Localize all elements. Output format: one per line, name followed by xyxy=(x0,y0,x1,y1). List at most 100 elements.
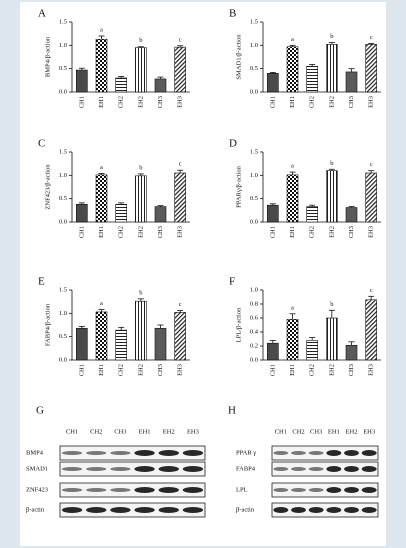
y-tick-label: 1.5 xyxy=(250,18,258,25)
y-tick-label: 1.5 xyxy=(59,148,67,155)
x-tick-label: EH2 xyxy=(328,226,335,238)
y-axis-label: LPL/β-action xyxy=(235,307,242,342)
blot-band xyxy=(86,467,107,471)
blot-band xyxy=(291,467,306,471)
blot-band xyxy=(361,450,377,456)
blot-band xyxy=(361,487,377,493)
blot-band xyxy=(134,487,155,493)
bar xyxy=(345,71,358,93)
y-tick-label: 1.0 xyxy=(250,172,258,179)
blot-strip xyxy=(271,461,379,477)
blot-strip xyxy=(271,445,379,461)
x-tick-label: CH1 xyxy=(78,96,85,108)
blot-band xyxy=(326,466,342,472)
x-tick-label: EH3 xyxy=(368,226,375,238)
blot-band xyxy=(308,507,324,513)
bar xyxy=(267,73,279,93)
y-tick-label: 0.4 xyxy=(250,328,259,335)
bar xyxy=(154,78,167,93)
y-tick-label: 0.0 xyxy=(59,218,67,225)
blot-band xyxy=(344,487,359,493)
y-tick-label: 0.5 xyxy=(59,65,67,72)
blot-band xyxy=(344,450,359,456)
blot-band xyxy=(291,507,306,513)
blot-band xyxy=(61,488,83,492)
bar xyxy=(95,174,108,223)
x-tick-label: EH3 xyxy=(368,96,375,108)
blot-band xyxy=(273,467,289,471)
protein-label: β-actin xyxy=(26,506,45,513)
blot-band xyxy=(326,487,342,493)
blot-band xyxy=(344,507,359,513)
blot-band xyxy=(326,507,342,513)
lane-label: CH1 xyxy=(275,428,287,435)
bar xyxy=(174,312,186,361)
blot-band xyxy=(110,488,131,492)
y-tick-label: 0.0 xyxy=(250,88,258,95)
blot-band xyxy=(61,451,83,455)
bar xyxy=(306,340,318,361)
bar xyxy=(326,44,338,93)
x-tick-label: CH1 xyxy=(78,364,85,376)
x-tick-label: CH3 xyxy=(157,226,164,238)
significance-letter: b xyxy=(330,160,333,167)
significance-letter: a xyxy=(100,300,103,307)
x-tick-label: EH3 xyxy=(177,364,184,376)
blot-band xyxy=(182,466,204,472)
panel-letter: C xyxy=(38,138,45,150)
blot-band xyxy=(158,450,179,456)
significance-letter: a xyxy=(100,164,103,171)
blot-band xyxy=(308,451,324,455)
significance-letter: b xyxy=(330,33,333,40)
significance-letter: a xyxy=(291,163,294,170)
bar xyxy=(76,327,88,361)
bar xyxy=(286,46,299,93)
bar xyxy=(115,203,127,223)
significance-letter: b xyxy=(139,289,142,296)
lane-label: CH3 xyxy=(114,428,126,435)
significance-letter: c xyxy=(370,287,373,294)
significance-letter: b xyxy=(139,37,142,44)
x-tick-label: EH2 xyxy=(137,364,144,376)
significance-letter: c xyxy=(370,161,373,168)
lane-label: EH1 xyxy=(139,428,151,435)
bar xyxy=(174,172,186,223)
lane-label: CH1 xyxy=(66,428,78,435)
y-tick-label: 0.0 xyxy=(59,356,67,363)
bar xyxy=(365,299,377,361)
blot-band xyxy=(134,450,155,456)
blot-band xyxy=(308,467,324,471)
blot-band xyxy=(61,507,83,513)
significance-letter: c xyxy=(179,301,182,308)
lane-label: EH2 xyxy=(346,428,358,435)
panel-letter: F xyxy=(229,276,235,288)
x-tick-label: EH3 xyxy=(368,364,375,376)
blot-strip xyxy=(271,502,379,518)
x-tick-label: CH2 xyxy=(118,226,125,238)
bar xyxy=(345,207,358,223)
blot-band xyxy=(158,466,179,472)
y-tick-label: 0.0 xyxy=(250,218,258,225)
bar xyxy=(286,319,299,361)
significance-letter: b xyxy=(330,301,333,308)
x-tick-label: CH2 xyxy=(118,96,125,108)
protein-label: SMAD1 xyxy=(26,465,48,472)
x-tick-label: CH3 xyxy=(157,96,164,108)
x-tick-label: EH2 xyxy=(137,96,144,108)
y-tick-label: 1.5 xyxy=(250,148,258,155)
bar xyxy=(95,311,108,361)
significance-letter: a xyxy=(291,36,294,43)
y-tick-label: 1.5 xyxy=(59,286,67,293)
blot-band xyxy=(361,466,377,472)
blot-band xyxy=(344,466,359,472)
y-tick-label: 0.5 xyxy=(250,65,258,72)
x-tick-label: EH1 xyxy=(98,364,105,376)
x-tick-label: CH1 xyxy=(269,226,276,238)
significance-letter: c xyxy=(179,36,182,43)
y-tick-label: 0.8 xyxy=(250,300,258,307)
blot-band xyxy=(134,466,155,472)
bar xyxy=(326,317,338,361)
blot-band xyxy=(182,487,204,493)
